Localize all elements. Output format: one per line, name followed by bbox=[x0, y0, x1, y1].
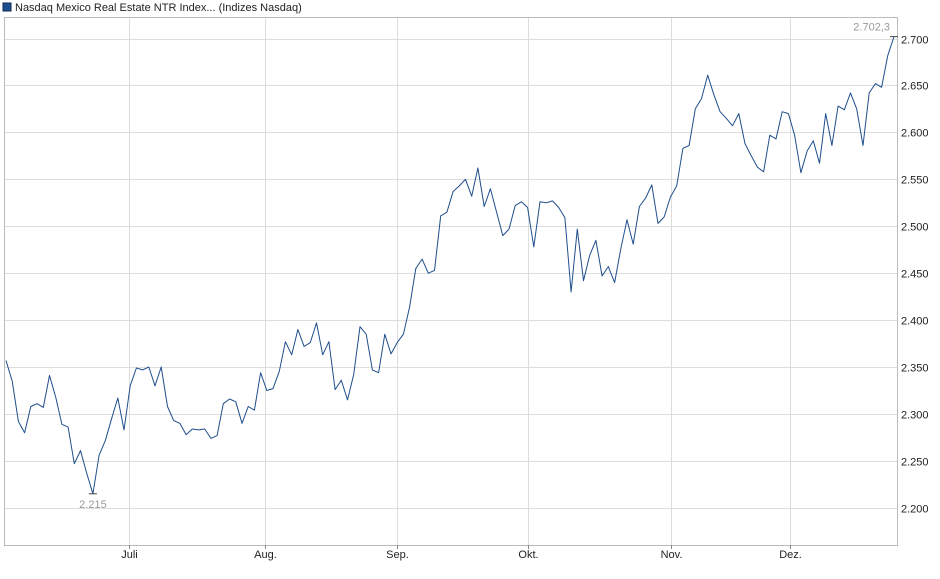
series bbox=[5, 36, 895, 495]
grid bbox=[5, 18, 897, 545]
y-tick-label: 2.200 bbox=[901, 504, 929, 516]
y-tick-label: 2.250 bbox=[901, 457, 929, 469]
y-tick-label: 2.450 bbox=[901, 269, 929, 281]
y-tick-label: 2.500 bbox=[901, 222, 929, 234]
annotations: 2.215 2.702,3 bbox=[79, 22, 898, 511]
y-tick-label: 2.550 bbox=[901, 175, 929, 187]
max-label: 2.702,3 bbox=[853, 22, 890, 34]
legend-label: Nasdaq Mexico Real Estate NTR Index... (… bbox=[15, 2, 302, 14]
y-axis: 2.200 2.250 2.300 2.350 2.400 2.450 2.500 2.550… bbox=[901, 35, 929, 516]
legend-swatch bbox=[2, 2, 12, 12]
x-tick-label: Juli bbox=[121, 549, 138, 561]
y-tick-label: 2.350 bbox=[901, 363, 929, 375]
y-tick-label: 2.600 bbox=[901, 128, 929, 140]
x-tick-label: Okt. bbox=[518, 549, 538, 561]
y-tick-label: 2.650 bbox=[901, 81, 929, 93]
min-label: 2.215 bbox=[79, 499, 107, 511]
plot-frame bbox=[4, 17, 898, 546]
x-tick-label: Nov. bbox=[661, 549, 683, 561]
x-axis: Juli Aug. Sep. Okt. Nov. Dez. bbox=[121, 545, 802, 561]
y-tick-label: 2.400 bbox=[901, 316, 929, 328]
x-tick-label: Sep. bbox=[386, 549, 409, 561]
y-tick-label: 2.700 bbox=[901, 35, 929, 47]
x-tick-label: Aug. bbox=[254, 549, 277, 561]
series-line bbox=[5, 36, 895, 495]
y-tick-label: 2.300 bbox=[901, 410, 929, 422]
x-tick-label: Dez. bbox=[779, 549, 802, 561]
